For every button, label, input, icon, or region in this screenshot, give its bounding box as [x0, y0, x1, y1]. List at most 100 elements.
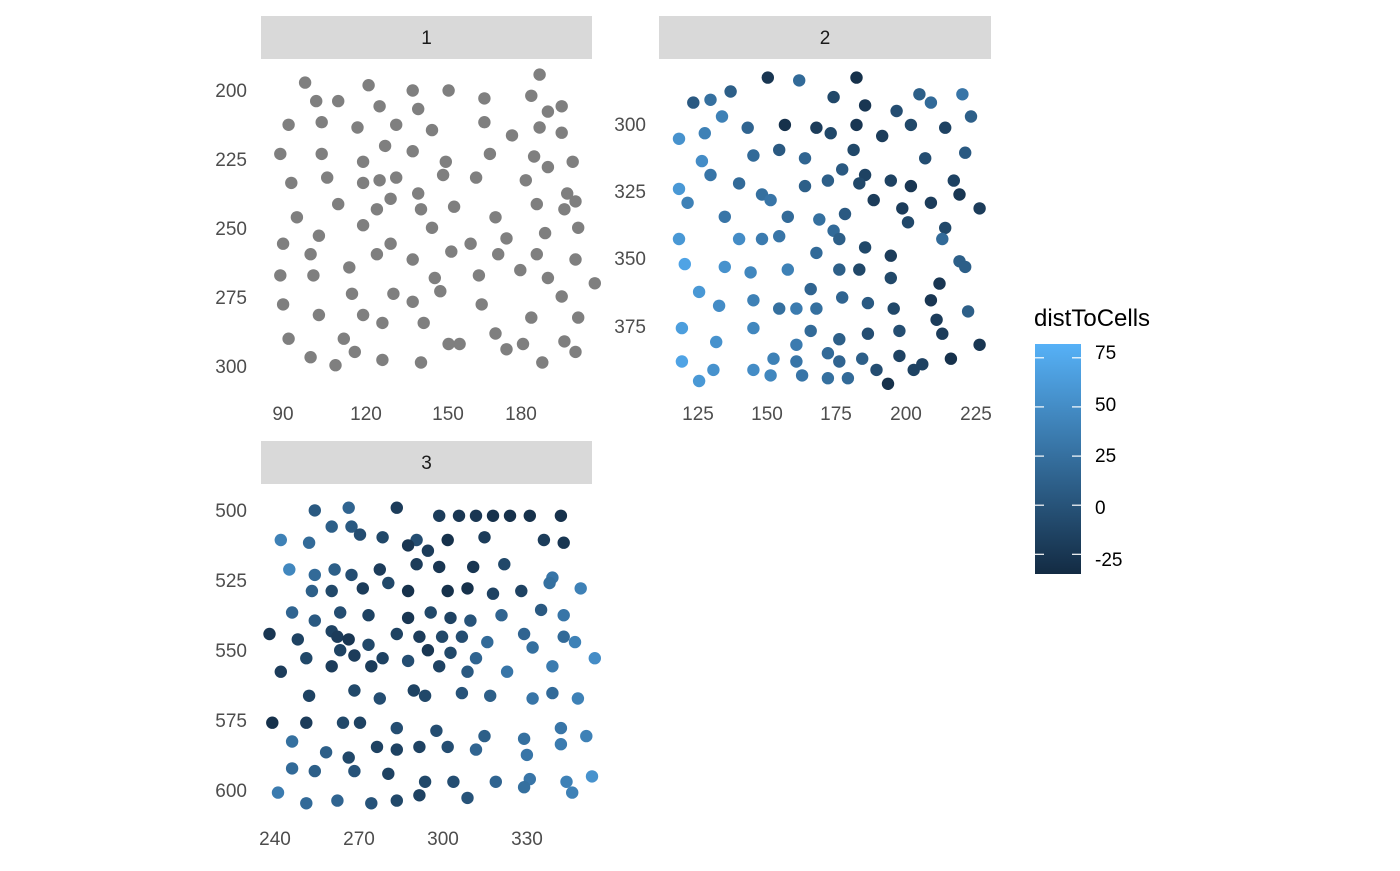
x-tick-label: 330: [511, 829, 543, 850]
data-point: [973, 202, 986, 215]
data-point: [773, 143, 786, 157]
data-point: [384, 192, 397, 205]
data-point: [433, 509, 446, 522]
data-point: [464, 614, 477, 627]
data-point: [961, 305, 975, 318]
data-point: [500, 232, 513, 245]
data-point: [821, 174, 835, 187]
panel-2: 2 125 150 175 200 225 300 325 350 375: [614, 16, 992, 425]
data-point: [390, 627, 403, 641]
data-point: [810, 302, 823, 315]
data-point: [517, 627, 531, 641]
data-point: [896, 202, 909, 215]
data-point: [412, 187, 425, 200]
data-point: [813, 213, 826, 226]
data-point: [334, 606, 347, 619]
data-point: [523, 509, 536, 522]
data-point: [572, 221, 585, 234]
data-point: [325, 584, 338, 598]
data-point: [933, 277, 946, 290]
data-point: [435, 630, 449, 643]
data-point: [433, 660, 446, 673]
data-point: [530, 248, 543, 261]
data-point: [348, 764, 361, 778]
data-point: [505, 129, 519, 142]
data-point: [376, 316, 389, 330]
panel-1: 1 90 120 150 180 200 225 250 275 300: [215, 16, 601, 425]
data-point: [461, 582, 474, 595]
data-point: [263, 627, 276, 641]
data-point: [887, 302, 900, 315]
x-tick-label: 300: [427, 829, 459, 850]
panel-3: 3 240 270 300 330 500 525 550 575 600: [215, 441, 601, 850]
data-point: [919, 152, 932, 165]
data-point: [406, 84, 419, 97]
data-point: [390, 743, 403, 756]
data-point: [453, 337, 466, 351]
data-point: [517, 732, 531, 745]
data-point: [274, 269, 287, 282]
data-point: [331, 630, 344, 643]
data-point: [568, 635, 582, 649]
data-point: [321, 171, 334, 184]
data-point: [747, 363, 760, 377]
data-point: [718, 260, 731, 274]
data-point: [904, 118, 918, 132]
data-point: [455, 686, 469, 700]
data-point: [893, 349, 906, 363]
data-point: [290, 211, 304, 224]
data-point: [588, 652, 601, 665]
data-point: [304, 351, 317, 364]
data-point: [833, 263, 846, 276]
data-point: [376, 531, 389, 544]
data-point: [315, 116, 328, 129]
data-point: [430, 724, 443, 737]
data-point: [554, 738, 568, 751]
data-point: [755, 232, 769, 246]
data-point: [271, 786, 285, 799]
x-tick-label: 270: [343, 829, 375, 850]
data-point: [850, 71, 863, 84]
data-point: [274, 533, 287, 547]
data-point: [353, 716, 367, 729]
data-point: [781, 210, 794, 223]
data-point: [781, 263, 794, 276]
data-point: [913, 88, 926, 101]
data-point: [836, 163, 849, 176]
data-point: [387, 287, 400, 300]
data-point: [276, 298, 290, 311]
data-point: [475, 298, 488, 311]
data-point: [804, 282, 817, 296]
data-point: [428, 271, 441, 285]
data-point: [274, 665, 287, 678]
data-point: [348, 649, 361, 662]
data-point: [373, 100, 386, 113]
data-point: [441, 584, 454, 598]
data-point: [401, 539, 415, 552]
data-point: [365, 797, 378, 810]
data-point: [543, 576, 556, 590]
data-point: [413, 630, 426, 643]
data-point: [536, 356, 549, 369]
data-point: [944, 352, 958, 365]
data-point: [936, 327, 949, 340]
data-point: [362, 79, 375, 92]
legend-ticks: [1035, 357, 1081, 555]
data-point: [282, 332, 295, 345]
data-point: [533, 68, 546, 81]
data-point: [390, 501, 403, 514]
legend-label: 0: [1095, 498, 1106, 519]
data-point: [478, 92, 491, 105]
data-point: [298, 76, 312, 89]
data-point: [821, 372, 835, 385]
y-tick-label: 225: [215, 150, 247, 171]
data-point: [585, 770, 599, 783]
data-point: [441, 533, 454, 547]
panel-3-strip-label: 3: [421, 453, 432, 474]
data-point: [554, 509, 568, 522]
legend-label: 75: [1095, 343, 1116, 364]
data-point: [856, 352, 869, 365]
panel-1-strip-label: 1: [421, 28, 432, 49]
data-point: [773, 302, 786, 315]
